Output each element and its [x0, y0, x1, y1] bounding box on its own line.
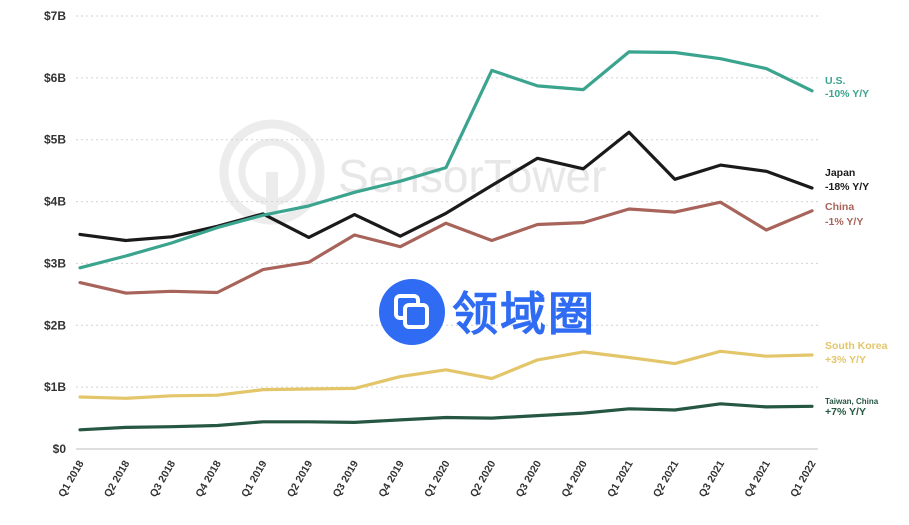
y-tick-label: $5B	[44, 133, 66, 147]
x-tick-label: Q3 2018	[148, 458, 179, 499]
x-tick-label: Q1 2019	[239, 458, 270, 499]
series-line-south-korea	[78, 349, 814, 400]
domain-logo-watermark: 领域圈	[379, 279, 596, 345]
x-tick-label: Q3 2019	[331, 458, 362, 499]
x-tick-label: Q1 2021	[605, 458, 636, 499]
series-end-labels: U.S.-10% Y/Y Japan -18% Y/Y China -1% Y/Y Sou…	[825, 75, 888, 418]
x-tick-label: Q2 2020	[468, 458, 499, 499]
sensor-tower-watermark: SensorTower	[219, 119, 606, 225]
series-line-u-s	[78, 50, 814, 270]
series-line-japan	[78, 130, 814, 243]
x-tick-label: Q1 2020	[422, 458, 453, 499]
y-tick-label: $1B	[44, 380, 66, 394]
x-tick-label: Q2 2021	[651, 458, 682, 499]
series-line-china	[78, 200, 814, 295]
y-tick-label: $0	[53, 442, 67, 456]
series-label-south-korea: South Korea	[825, 340, 888, 352]
x-tick-label: Q2 2018	[102, 458, 133, 499]
x-tick-label: Q4 2020	[559, 458, 590, 499]
x-tick-label: Q3 2020	[514, 458, 545, 499]
series-label-taiwan-china: Taiwan, China	[825, 397, 879, 406]
x-tick-label: Q4 2019	[376, 458, 407, 499]
series-line-taiwan-china	[78, 402, 814, 432]
sensor-tower-watermark-text: SensorTower	[338, 150, 606, 202]
x-tick-label: Q3 2021	[697, 458, 728, 499]
gridlines	[76, 15, 818, 450]
y-tick-label: $3B	[44, 256, 66, 270]
series-change-china: -1% Y/Y	[825, 216, 863, 228]
x-tick-label: Q1 2022	[788, 458, 819, 499]
domain-logo-icon	[379, 279, 445, 345]
y-axis-tick-labels: $0 $1B $2B $3B $4B $5B $6B $7B	[44, 9, 66, 456]
y-tick-label: $6B	[44, 71, 66, 85]
series-change-u-s: -10% Y/Y	[825, 88, 869, 100]
series-lines	[78, 50, 814, 432]
y-tick-label: $4B	[44, 195, 66, 209]
series-label-u-s: U.S.	[825, 75, 846, 87]
x-tick-label: Q4 2021	[742, 458, 773, 499]
x-tick-label: Q4 2018	[193, 458, 224, 499]
y-tick-label: $7B	[44, 9, 66, 23]
series-label-china: China	[825, 201, 854, 213]
x-tick-label: Q2 2019	[285, 458, 316, 499]
series-change-taiwan-china: +7% Y/Y	[825, 406, 866, 418]
y-tick-label: $2B	[44, 318, 66, 332]
domain-logo-text: 领域圈	[452, 287, 596, 341]
series-change-south-korea: +3% Y/Y	[825, 354, 866, 366]
series-change-japan: -18% Y/Y	[825, 181, 869, 193]
series-label-japan: Japan	[825, 167, 855, 179]
x-axis-tick-labels: Q1 2018 Q2 2018 Q3 2018 Q4 2018 Q1 2019 Q2 20…	[56, 458, 819, 499]
x-tick-label: Q1 2018	[56, 458, 87, 499]
